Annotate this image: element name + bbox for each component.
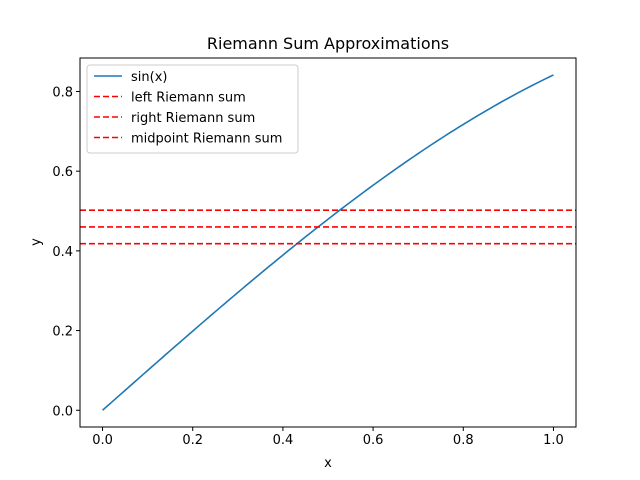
plot-area: [79, 57, 577, 428]
legend-label-left-riemann-sum: left Riemann sum: [131, 91, 246, 106]
legend-label-sin-x: sin(x): [131, 70, 167, 85]
legend-label-midpoint-riemann-sum: midpoint Riemann sum: [131, 132, 282, 147]
y-tick-label: 0.4: [52, 245, 73, 260]
x-axis-label: x: [324, 456, 332, 471]
y-tick-label: 0.8: [52, 85, 73, 100]
x-tick-label: 0.2: [182, 433, 203, 448]
y-tick-label: 0.2: [52, 325, 73, 340]
x-axis-ticks: 0.0 0.2 0.4 0.6 0.8 1.0: [92, 427, 564, 448]
legend-label-right-riemann-sum: right Riemann sum: [131, 111, 255, 126]
x-tick-label: 0.6: [363, 433, 384, 448]
legend-items: sin(x) left Riemann sum right Riemann sum m…: [94, 70, 282, 147]
x-tick-label: 0.8: [453, 433, 474, 448]
series-layer: [80, 74, 576, 411]
series-line-sin-x: [102, 74, 554, 411]
x-tick-label: 0.4: [273, 433, 294, 448]
y-axis-ticks: 0.0 0.2 0.4 0.6 0.8: [52, 85, 80, 419]
y-axis-label: y: [29, 238, 44, 246]
legend-box: [86, 64, 299, 154]
x-tick-label: 1.0: [543, 433, 564, 448]
chart-title: Riemann Sum Approximations: [207, 34, 449, 53]
y-tick-label: 0.0: [52, 404, 73, 419]
x-tick-label: 0.0: [92, 433, 113, 448]
plot-frame: [79, 57, 577, 428]
legend: sin(x) left Riemann sum right Riemann sum m…: [86, 64, 299, 154]
y-tick-label: 0.6: [52, 165, 73, 180]
